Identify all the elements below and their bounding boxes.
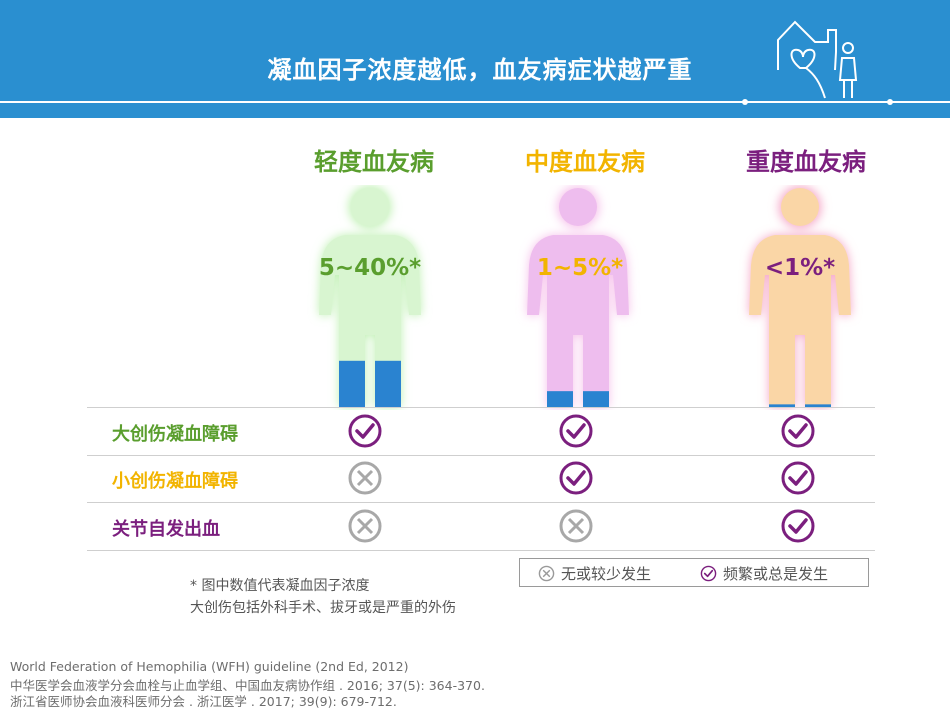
check-circle-icon <box>559 414 593 448</box>
legend: 无或较少发生 频繁或总是发生 <box>519 558 869 587</box>
table-divider <box>87 550 875 551</box>
table-divider <box>87 455 875 456</box>
person-figure-severe <box>749 186 851 407</box>
reference-3: 浙江省医师协会血液科医师分会 . 浙江医学 . 2017; 39(9): 679… <box>10 694 397 709</box>
figure-head <box>781 188 819 226</box>
footnote-1: * 图中数值代表凝血因子浓度 <box>190 578 370 594</box>
cross-circle-icon <box>348 509 382 543</box>
reference-1: World Federation of Hemophilia (WFH) gui… <box>10 659 409 674</box>
factor-level-mild: 5~40%* <box>318 255 422 281</box>
row-label-major-trauma: 大创伤凝血障碍 <box>112 424 238 445</box>
house-heart-icon <box>777 20 858 99</box>
legend-check-label: 频繁或总是发生 <box>723 565 829 583</box>
cross-circle-icon <box>559 509 593 543</box>
figure-head <box>559 188 597 226</box>
footnote-2: 大创伤包括外科手术、拔牙或是严重的外伤 <box>190 600 456 616</box>
row-label-joint-bleeding: 关节自发出血 <box>112 519 220 540</box>
blood-level-bar <box>375 360 401 407</box>
figure-body <box>749 235 851 407</box>
row-label-minor-trauma: 小创伤凝血障碍 <box>112 471 238 492</box>
factor-level-severe: <1%* <box>764 255 836 281</box>
factor-level-moderate: 1~5%* <box>536 255 624 281</box>
blood-level-bar <box>547 391 573 407</box>
table-divider <box>87 407 875 408</box>
severity-title-mild: 轻度血友病 <box>314 148 434 176</box>
cross-circle-icon <box>348 461 382 495</box>
check-circle-icon <box>559 461 593 495</box>
person-figure-mild <box>319 186 421 407</box>
person-figure-moderate <box>527 186 629 407</box>
severity-title-severe: 重度血友病 <box>746 148 866 176</box>
check-circle-icon <box>781 461 815 495</box>
blood-level-bar <box>805 404 831 407</box>
figure-body <box>527 235 629 407</box>
header-banner: 凝血因子浓度越低，血友病症状越严重 <box>0 0 950 118</box>
cross-circle-icon <box>538 565 555 582</box>
severity-title-moderate: 中度血友病 <box>525 148 645 176</box>
header-divider-line <box>0 99 950 105</box>
blood-level-bar <box>583 391 609 407</box>
check-circle-icon <box>781 509 815 543</box>
blood-level-bar <box>769 404 795 407</box>
legend-cross-label: 无或较少发生 <box>561 565 652 583</box>
reference-2: 中华医学会血液学分会血栓与止血学组、中国血友病协作组 . 2016; 37(5)… <box>10 678 485 693</box>
page-title: 凝血因子浓度越低，血友病症状越严重 <box>267 56 693 84</box>
blood-level-bar <box>339 360 365 407</box>
table-divider <box>87 502 875 503</box>
check-circle-icon <box>348 414 382 448</box>
legend-item-check: 频繁或总是发生 <box>700 563 828 584</box>
check-circle-icon <box>781 414 815 448</box>
check-circle-icon <box>700 565 717 582</box>
figure-head <box>351 188 389 226</box>
legend-item-cross: 无或较少发生 <box>538 563 651 584</box>
